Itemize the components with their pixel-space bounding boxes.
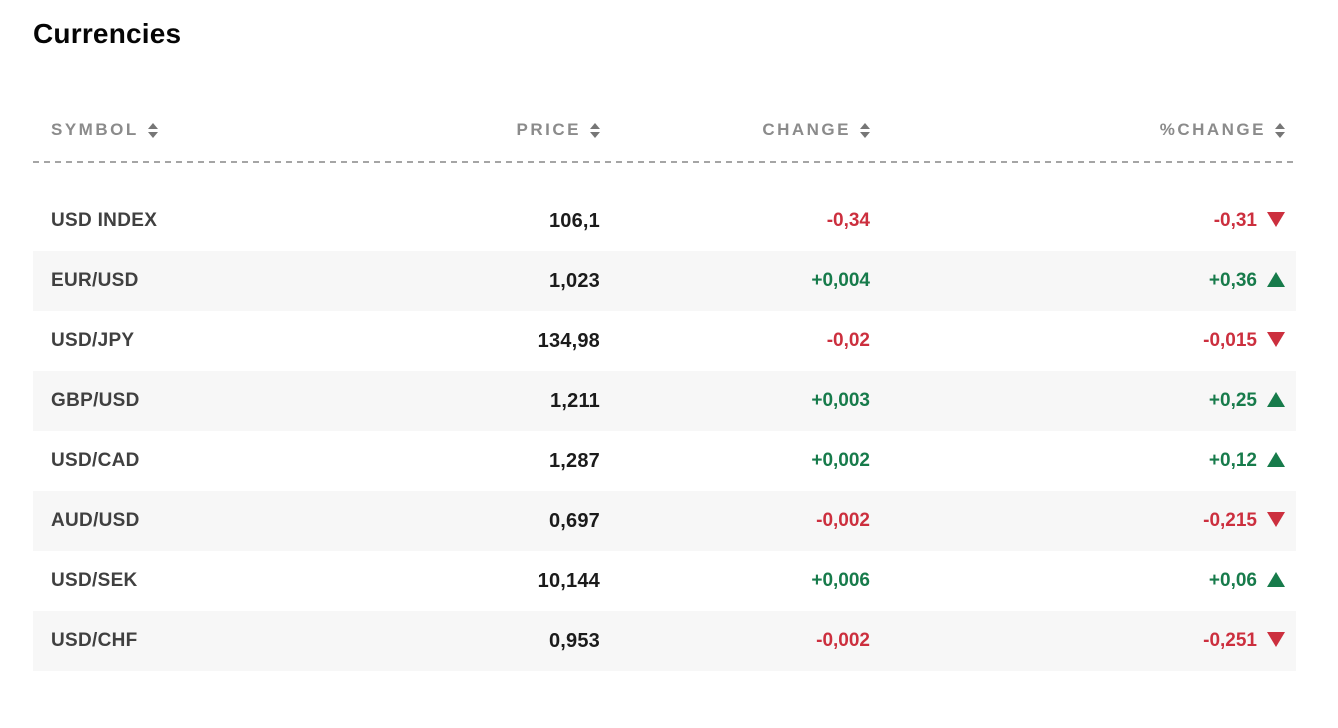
pct-change-value: +0,06 xyxy=(1208,570,1257,591)
column-header-symbol-label: SYMBOL xyxy=(51,120,139,139)
sort-icon xyxy=(147,122,158,138)
price-cell: 10,144 xyxy=(537,569,600,592)
column-header-symbol[interactable]: SYMBOL xyxy=(33,120,411,140)
pct-change-value: -0,015 xyxy=(1203,330,1257,351)
table-row: USD/JPY 134,98 -0,02 -0,015 xyxy=(33,311,1296,371)
change-cell: +0,006 xyxy=(811,570,870,591)
symbol-cell: USD/SEK xyxy=(51,570,138,591)
pct-change-cell: -0,251 xyxy=(881,630,1296,652)
column-header-price-label: PRICE xyxy=(516,120,581,139)
price-cell: 0,953 xyxy=(548,629,600,652)
change-cell: -0,34 xyxy=(826,210,870,231)
change-cell: +0,003 xyxy=(811,390,870,411)
price-cell: 1,287 xyxy=(548,449,600,472)
pct-change-value: -0,251 xyxy=(1203,630,1257,651)
table-row: USD/CAD 1,287 +0,002 +0,12 xyxy=(33,431,1296,491)
change-cell: +0,002 xyxy=(811,450,870,471)
symbol-cell: USD/CHF xyxy=(51,630,138,651)
symbol-cell: USD INDEX xyxy=(51,210,158,231)
table-row: GBP/USD 1,211 +0,003 +0,25 xyxy=(33,371,1296,431)
header-dashed-divider xyxy=(33,161,1296,163)
table-row: USD/CHF 0,953 -0,002 -0,251 xyxy=(33,611,1296,671)
pct-change-value: +0,36 xyxy=(1208,270,1257,291)
change-cell: -0,002 xyxy=(816,510,870,531)
change-cell: -0,002 xyxy=(816,630,870,651)
sort-icon xyxy=(590,122,600,138)
pct-change-cell: -0,215 xyxy=(881,510,1296,532)
sort-icon xyxy=(860,122,870,138)
pct-change-cell: -0,31 xyxy=(881,210,1296,232)
symbol-cell: GBP/USD xyxy=(51,390,140,411)
up-triangle-icon xyxy=(1267,451,1285,467)
currencies-widget: Currencies SYMBOL PRICE CHANGE %CHANGE U… xyxy=(33,18,1296,671)
pct-change-value: +0,25 xyxy=(1208,390,1257,411)
change-cell: +0,004 xyxy=(811,270,870,291)
pct-change-value: -0,31 xyxy=(1213,210,1257,231)
symbol-cell: USD/CAD xyxy=(51,450,140,471)
pct-change-cell: -0,015 xyxy=(881,330,1296,352)
column-header-change[interactable]: CHANGE xyxy=(611,120,881,140)
symbol-cell: EUR/USD xyxy=(51,270,139,291)
down-triangle-icon xyxy=(1267,211,1285,227)
pct-change-value: +0,12 xyxy=(1208,450,1257,471)
table-header-row: SYMBOL PRICE CHANGE %CHANGE xyxy=(33,107,1296,153)
table-row: EUR/USD 1,023 +0,004 +0,36 xyxy=(33,251,1296,311)
down-triangle-icon xyxy=(1267,631,1285,647)
table-row: USD INDEX 106,1 -0,34 -0,31 xyxy=(33,191,1296,251)
price-cell: 0,697 xyxy=(548,509,600,532)
up-triangle-icon xyxy=(1267,391,1285,407)
price-cell: 1,211 xyxy=(550,389,600,412)
pct-change-cell: +0,12 xyxy=(881,450,1296,472)
table-row: AUD/USD 0,697 -0,002 -0,215 xyxy=(33,491,1296,551)
symbol-cell: AUD/USD xyxy=(51,510,140,531)
down-triangle-icon xyxy=(1267,331,1285,347)
change-cell: -0,02 xyxy=(826,330,870,351)
table-body: USD INDEX 106,1 -0,34 -0,31 EUR/USD 1,02… xyxy=(33,191,1296,671)
pct-change-cell: +0,06 xyxy=(881,570,1296,592)
sort-icon xyxy=(1275,122,1285,138)
table-row: USD/SEK 10,144 +0,006 +0,06 xyxy=(33,551,1296,611)
down-triangle-icon xyxy=(1267,511,1285,527)
up-triangle-icon xyxy=(1267,571,1285,587)
price-cell: 1,023 xyxy=(548,269,600,292)
price-cell: 134,98 xyxy=(537,329,600,352)
symbol-cell: USD/JPY xyxy=(51,330,135,351)
price-cell: 106,1 xyxy=(548,209,600,232)
column-header-price[interactable]: PRICE xyxy=(411,120,611,140)
column-header-pct-change-label: %CHANGE xyxy=(1159,120,1266,139)
page-title: Currencies xyxy=(33,18,182,49)
up-triangle-icon xyxy=(1267,271,1285,287)
pct-change-cell: +0,36 xyxy=(881,270,1296,292)
pct-change-value: -0,215 xyxy=(1203,510,1257,531)
column-header-change-label: CHANGE xyxy=(762,120,851,139)
pct-change-cell: +0,25 xyxy=(881,390,1296,412)
column-header-pct-change[interactable]: %CHANGE xyxy=(881,120,1296,140)
